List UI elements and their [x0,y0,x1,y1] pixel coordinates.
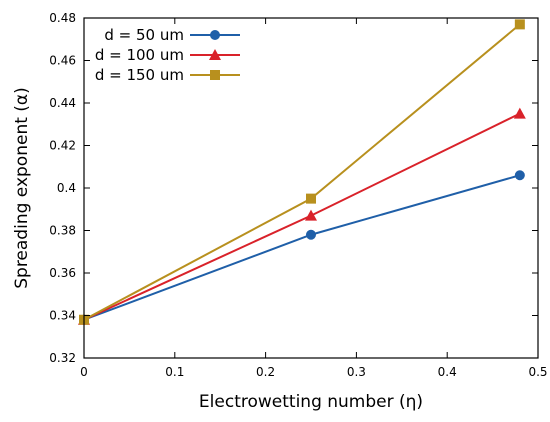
x-tick-label: 0.2 [256,365,275,379]
series-0 [79,170,525,325]
y-tick-label: 0.42 [49,139,76,153]
x-tick-label: 0.4 [438,365,457,379]
y-tick-label: 0.38 [49,224,76,238]
legend-marker [209,49,221,60]
y-axis-label: Spreading exponent (α) [12,87,32,289]
data-point [513,107,526,119]
x-tick-label: 0.3 [347,365,366,379]
y-tick-label: 0.46 [49,54,76,68]
data-point [514,19,525,30]
axes: 0 0.1 0.2 0.3 0.4 0.5 0.32 0.34 0.36 0.38 0.4 0.42 0… [49,11,547,379]
x-tick-label: 0.1 [165,365,184,379]
x-tick-label: 0.5 [528,365,547,379]
legend-marker [210,30,220,40]
y-tick-label: 0.36 [49,266,76,280]
legend-marker [210,70,220,80]
series-1 [78,107,526,325]
legend-label: d = 50 um [104,26,184,44]
y-tick-label: 0.32 [49,351,76,365]
legend: d = 50 um d = 100 um d = 150 um [95,26,240,84]
data-point [514,170,525,181]
legend-entry: d = 50 um [104,26,240,44]
legend-entry: d = 150 um [95,66,240,84]
data-point [306,229,316,240]
y-tick-label: 0.48 [49,11,76,25]
legend-entry: d = 100 um [95,46,240,64]
x-tick-label: 0 [80,365,88,379]
legend-label: d = 150 um [95,66,184,84]
series-line [83,174,521,321]
x-axis-label: Electrowetting number (η) [199,392,423,412]
data-point [306,193,316,204]
series-line [83,112,521,321]
legend-label: d = 100 um [95,46,184,64]
data-point [305,209,317,221]
y-tick-label: 0.4 [57,181,76,195]
y-tick-label: 0.34 [49,309,76,323]
y-tick-label: 0.44 [49,96,76,110]
